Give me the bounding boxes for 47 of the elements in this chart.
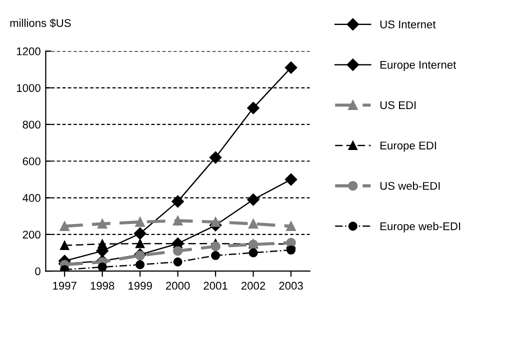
- point: [136, 260, 145, 270]
- point: [248, 248, 258, 258]
- point: [173, 257, 182, 266]
- x-tick-label: 1997: [53, 282, 76, 290]
- point: [211, 251, 220, 260]
- point: [209, 151, 222, 164]
- point: [284, 173, 298, 186]
- point: [98, 262, 107, 272]
- point: [60, 240, 70, 250]
- point: [210, 217, 220, 227]
- point: [172, 195, 184, 208]
- x-tick-label: 2001: [204, 282, 228, 290]
- y-tick-label: 600: [22, 157, 40, 166]
- point: [134, 227, 146, 240]
- point: [286, 221, 296, 232]
- point: [98, 239, 107, 248]
- y-tick-label: 1000: [16, 84, 40, 92]
- point: [135, 217, 145, 227]
- legend-label: US web-EDI: [380, 182, 440, 190]
- legend-label: US EDI: [380, 101, 416, 110]
- legend-label: Europe Internet: [380, 60, 456, 71]
- legend-label: Europe web-EDI: [380, 222, 460, 232]
- y-tick-label: 200: [22, 230, 40, 239]
- point: [172, 216, 183, 226]
- point: [172, 246, 183, 256]
- x-tick-label: 2002: [241, 282, 266, 290]
- x-tick-label: 1999: [128, 282, 152, 290]
- y-tick-label: 0: [35, 267, 40, 276]
- point: [210, 241, 220, 252]
- x-tick-label: 1998: [90, 282, 114, 290]
- point: [97, 218, 108, 229]
- x-tick-label: 2003: [279, 282, 303, 290]
- y-tick-label: 800: [22, 120, 40, 129]
- point: [284, 62, 298, 74]
- y-tick-label: 1200: [16, 47, 40, 56]
- point: [248, 218, 258, 229]
- legend-label: Europe EDI: [380, 142, 436, 152]
- point: [136, 239, 145, 248]
- point: [135, 250, 145, 260]
- y-axis-title: millions $US: [10, 18, 71, 28]
- legend-label: US Internet: [380, 20, 436, 28]
- point: [286, 246, 296, 255]
- point: [60, 221, 70, 232]
- x-tick-label: 2000: [166, 282, 190, 290]
- point: [247, 102, 260, 114]
- point: [247, 194, 260, 206]
- y-tick-label: 400: [22, 194, 40, 202]
